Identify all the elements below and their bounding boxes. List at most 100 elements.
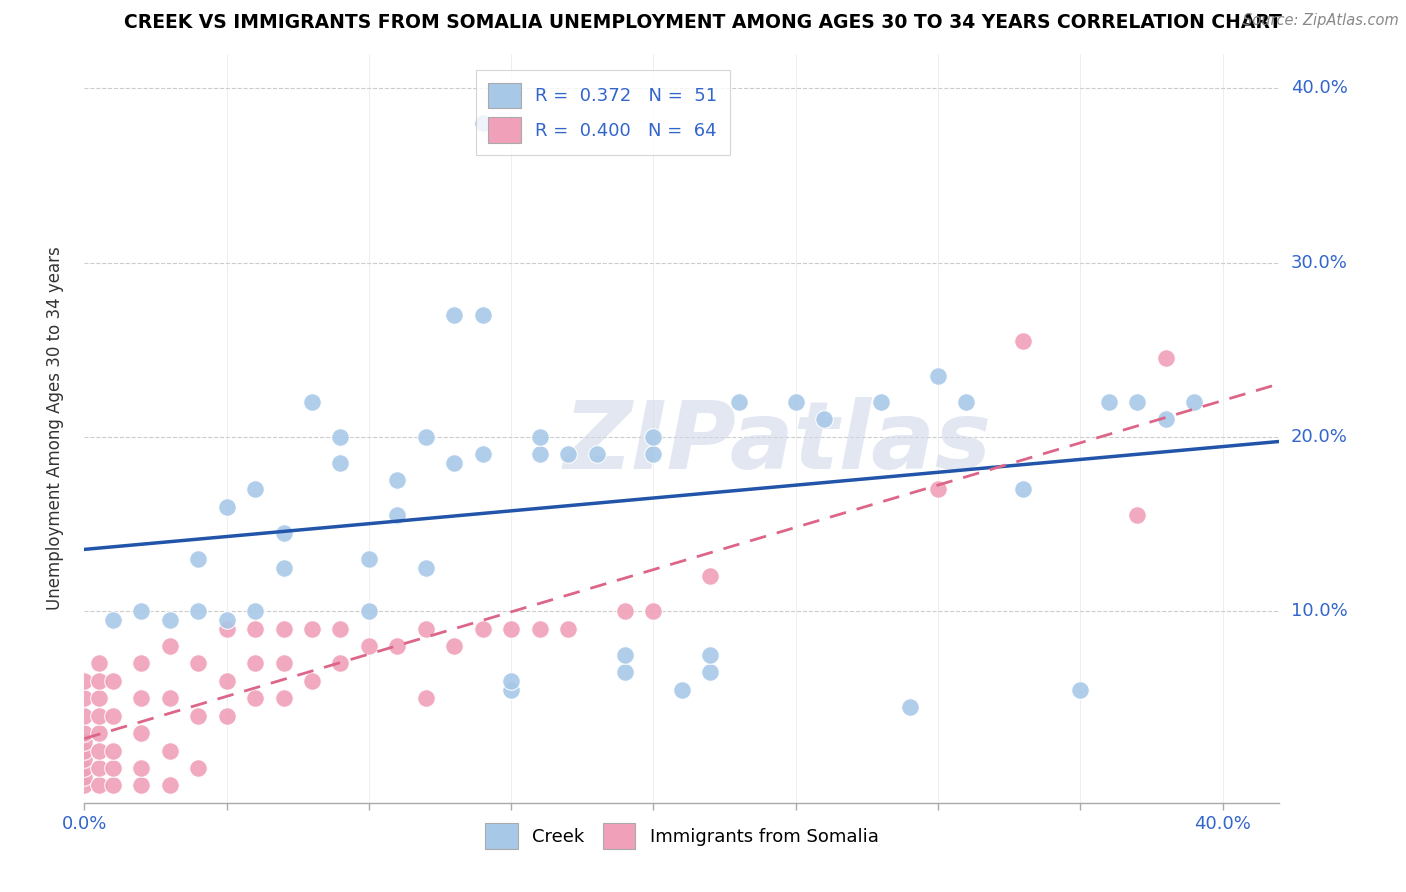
Point (215, 613, 238, 627)
Point (243, 691, 266, 706)
Point (243, 604, 266, 618)
Point (159, 743, 181, 757)
Point (1154, 412, 1177, 426)
Point (187, 552, 209, 566)
Point (471, 116, 494, 130)
Point (73, 735, 96, 749)
Point (273, 560, 295, 574)
Point (87, 657, 110, 671)
Point (1154, 351, 1177, 366)
Point (159, 639, 181, 653)
Point (471, 622, 494, 636)
Point (273, 525, 295, 540)
Point (243, 657, 266, 671)
Point (443, 308, 465, 322)
Point (329, 657, 352, 671)
Point (101, 761, 124, 775)
Point (415, 622, 437, 636)
Point (129, 657, 152, 671)
Text: CREEK VS IMMIGRANTS FROM SOMALIA UNEMPLOYMENT AMONG AGES 30 TO 34 YEARS CORRELAT: CREEK VS IMMIGRANTS FROM SOMALIA UNEMPLO… (124, 13, 1282, 32)
Point (129, 604, 152, 618)
Point (101, 708, 124, 723)
Point (415, 560, 437, 574)
Point (73, 778, 96, 792)
Point (557, 622, 579, 636)
Point (87, 778, 110, 792)
Point (329, 456, 352, 470)
Point (301, 673, 323, 688)
Point (955, 395, 977, 409)
Point (1182, 395, 1205, 409)
Point (273, 622, 295, 636)
Point (329, 430, 352, 444)
Point (73, 691, 96, 706)
Point (301, 395, 323, 409)
Point (73, 673, 96, 688)
Point (927, 368, 949, 383)
Point (87, 726, 110, 740)
Point (501, 673, 523, 688)
Point (129, 691, 152, 706)
Point (215, 500, 238, 514)
Point (614, 604, 637, 618)
Point (73, 743, 96, 757)
Point (387, 639, 409, 653)
Point (273, 691, 295, 706)
Point (870, 395, 893, 409)
Point (415, 691, 437, 706)
Point (87, 743, 110, 757)
Point (387, 474, 409, 488)
Point (387, 508, 409, 523)
Text: 10.0%: 10.0% (1291, 602, 1347, 620)
Point (215, 673, 238, 688)
Point (159, 613, 181, 627)
Point (529, 430, 551, 444)
Point (87, 691, 110, 706)
Point (415, 430, 437, 444)
Point (471, 308, 494, 322)
Point (614, 648, 637, 662)
Point (187, 604, 209, 618)
Point (501, 622, 523, 636)
Point (101, 778, 124, 792)
Point (643, 430, 665, 444)
Point (87, 761, 110, 775)
Point (699, 648, 721, 662)
Point (129, 778, 152, 792)
Point (159, 778, 181, 792)
Point (927, 482, 949, 496)
Point (727, 395, 749, 409)
Point (187, 761, 209, 775)
Point (215, 622, 238, 636)
Point (898, 700, 921, 714)
Point (1126, 508, 1149, 523)
Point (73, 752, 96, 766)
Point (813, 412, 835, 426)
Point (1126, 395, 1149, 409)
Point (129, 761, 152, 775)
Point (443, 456, 465, 470)
Point (529, 622, 551, 636)
Point (357, 639, 380, 653)
Point (643, 447, 665, 461)
Point (187, 657, 209, 671)
Point (529, 447, 551, 461)
Legend: R =  0.372   N =  51, R =  0.400   N =  64: R = 0.372 N = 51, R = 0.400 N = 64 (475, 70, 730, 155)
Text: ZIPatlas: ZIPatlas (564, 397, 991, 489)
Point (101, 613, 124, 627)
Point (243, 482, 266, 496)
Point (73, 708, 96, 723)
Text: 40.0%: 40.0% (1291, 79, 1347, 97)
Point (699, 665, 721, 679)
Point (1012, 334, 1035, 348)
Point (557, 447, 579, 461)
Point (643, 604, 665, 618)
Point (329, 622, 352, 636)
Point (187, 708, 209, 723)
Point (73, 726, 96, 740)
Point (159, 691, 181, 706)
Point (1098, 395, 1121, 409)
Point (73, 770, 96, 784)
Point (585, 447, 607, 461)
Point (1069, 682, 1091, 697)
